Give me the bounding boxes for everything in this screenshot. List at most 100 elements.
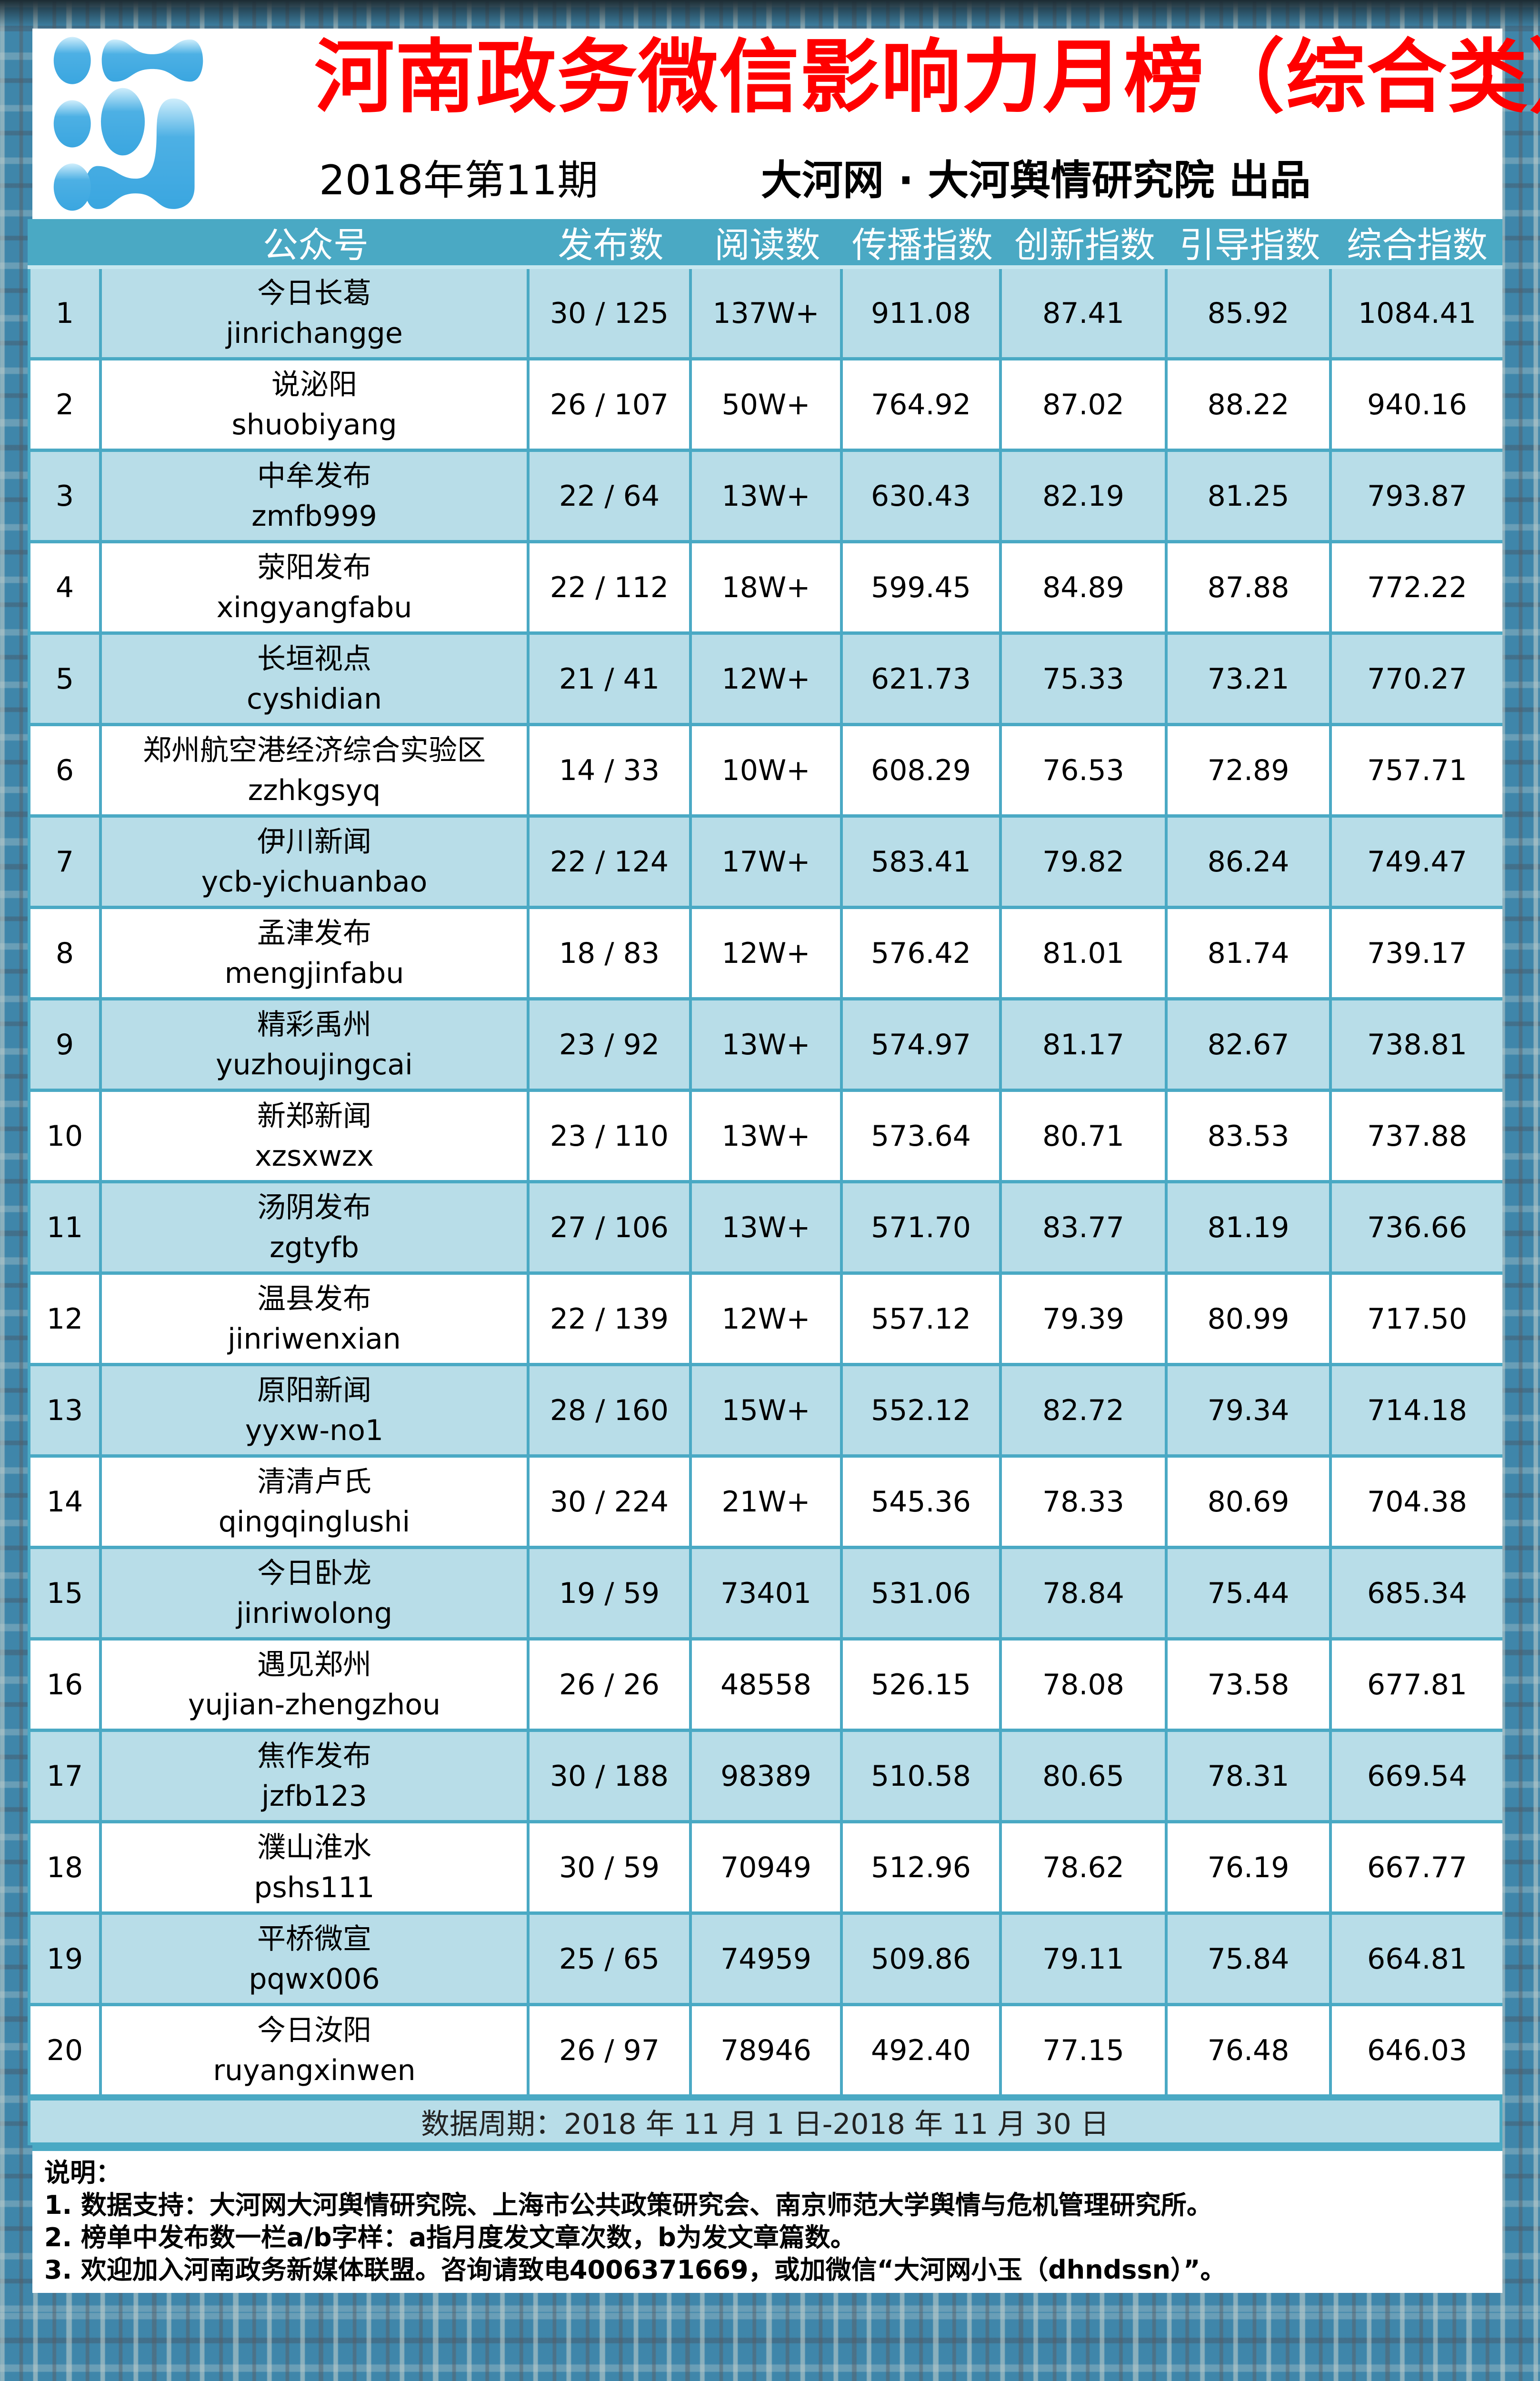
spread-index-cell: 573.64 xyxy=(843,1092,1002,1180)
guidance-index-cell: 81.19 xyxy=(1168,1183,1332,1271)
account-cell: 平桥微宣 pqwx006 xyxy=(102,1915,530,2003)
posts-cell: 30 / 59 xyxy=(530,1823,692,1911)
total-index-cell: 770.27 xyxy=(1367,662,1467,696)
account-name: 说泌阳 xyxy=(271,368,357,401)
rank-cell: 1 xyxy=(28,269,102,357)
posts-cell: 22 / 112 xyxy=(530,543,692,631)
spread-index-cell: 571.70 xyxy=(843,1183,1002,1271)
innovation-index-cell: 75.33 xyxy=(1002,635,1168,723)
column-header-posts: 发布数 xyxy=(558,225,664,266)
total-index-cell: 749.47 xyxy=(1367,845,1467,879)
innovation-index-cell: 79.39 xyxy=(1002,1275,1168,1363)
posts-cell: 22 / 124 xyxy=(530,818,692,906)
column-header-innovation: 创新指数 xyxy=(1014,225,1155,266)
account-id: xingyangfabu xyxy=(216,590,412,624)
account-name: 荥阳发布 xyxy=(257,550,371,584)
account-name: 平桥微宣 xyxy=(257,1922,371,1956)
table-header: 公众号 发布数 阅读数 传播指数 创新指数 引导指数 综合指数 xyxy=(28,219,1502,269)
rank-cell: 5 xyxy=(28,635,102,723)
innovation-index-cell: 82.72 xyxy=(1002,1366,1168,1454)
rank-cell: 13 xyxy=(28,1366,102,1454)
account-id: yyxw-no1 xyxy=(245,1413,384,1447)
account-id: jinriwolong xyxy=(236,1596,392,1630)
reads-cell: 13W+ xyxy=(692,1183,843,1271)
account-id: yujian-zhengzhou xyxy=(188,1688,441,1721)
note-item: 2. 榜单中发布数一栏a/b字样：a指月度发文章次数，b为发文章篇数。 xyxy=(44,2222,856,2252)
spread-index-cell: 545.36 xyxy=(843,1458,1002,1546)
account-id: yuzhoujingcai xyxy=(216,1048,413,1081)
column-header-guidance: 引导指数 xyxy=(1179,225,1320,266)
guidance-index-cell: 88.22 xyxy=(1168,360,1332,449)
posts-cell: 28 / 160 xyxy=(530,1366,692,1454)
account-id: mengjinfabu xyxy=(224,956,404,990)
rank-cell: 16 xyxy=(28,1641,102,1729)
reads-cell: 18W+ xyxy=(692,543,843,631)
spread-index-cell: 608.29 xyxy=(843,726,1002,814)
posts-cell: 23 / 110 xyxy=(530,1092,692,1180)
account-name: 孟津发布 xyxy=(257,916,371,950)
column-header-total: 综合指数 xyxy=(1347,225,1488,266)
guidance-index-cell: 73.58 xyxy=(1168,1641,1332,1729)
innovation-index-cell: 78.84 xyxy=(1002,1549,1168,1637)
rank-cell: 17 xyxy=(28,1732,102,1820)
spread-index-cell: 599.45 xyxy=(843,543,1002,631)
table-row: 7 伊川新闻 ycb-yichuanbao 22 / 124 17W+ 583.41 79.… xyxy=(28,818,1502,909)
account-id: pshs111 xyxy=(254,1871,375,1904)
total-index-cell: 940.16 xyxy=(1367,388,1467,421)
table-row: 14 清清卢氏 qingqinglushi 30 / 224 21W+ 545.36 78.… xyxy=(28,1458,1502,1549)
posts-cell: 21 / 41 xyxy=(530,635,692,723)
guidance-index-cell: 76.19 xyxy=(1168,1823,1332,1911)
table-row: 15 今日卧龙 jinriwolong 19 / 59 73401 531.06 78.84… xyxy=(28,1549,1502,1641)
posts-cell: 27 / 106 xyxy=(530,1183,692,1271)
guidance-index-cell: 76.48 xyxy=(1168,2006,1332,2094)
innovation-index-cell: 78.33 xyxy=(1002,1458,1168,1546)
account-cell: 郑州航空港经济综合实验区 zzhkgsyq xyxy=(102,726,530,814)
rank-cell: 18 xyxy=(28,1823,102,1911)
account-cell: 汤阴发布 zgtyfb xyxy=(102,1183,530,1271)
guidance-index-cell: 80.69 xyxy=(1168,1458,1332,1546)
reads-cell: 48558 xyxy=(692,1641,843,1729)
total-index-cell: 677.81 xyxy=(1367,1668,1467,1701)
account-name: 伊川新闻 xyxy=(257,825,371,859)
table-row: 16 遇见郑州 yujian-zhengzhou 26 / 26 48558 526.15… xyxy=(28,1641,1502,1732)
posts-cell: 30 / 224 xyxy=(530,1458,692,1546)
posts-cell: 25 / 65 xyxy=(530,1915,692,2003)
guidance-index-cell: 86.24 xyxy=(1168,818,1332,906)
account-cell: 今日汝阳 ruyangxinwen xyxy=(102,2006,530,2094)
guidance-index-cell: 78.31 xyxy=(1168,1732,1332,1820)
reads-cell: 70949 xyxy=(692,1823,843,1911)
account-name: 中牟发布 xyxy=(257,459,371,493)
reads-cell: 50W+ xyxy=(692,360,843,449)
account-cell: 原阳新闻 yyxw-no1 xyxy=(102,1366,530,1454)
posts-cell: 30 / 188 xyxy=(530,1732,692,1820)
table-row: 18 濮山淮水 pshs111 30 / 59 70949 512.96 78.62 76.1… xyxy=(28,1823,1502,1915)
data-period: 数据周期：2018 年 11 月 1 日-2018 年 11 月 30 日 xyxy=(28,2098,1502,2145)
rank-cell: 12 xyxy=(28,1275,102,1363)
table-row: 2 说泌阳 shuobiyang 26 / 107 50W+ 764.92 87.02 88.… xyxy=(28,360,1502,452)
rank-cell: 11 xyxy=(28,1183,102,1271)
account-cell: 中牟发布 zmfb999 xyxy=(102,452,530,540)
account-cell: 孟津发布 mengjinfabu xyxy=(102,909,530,997)
total-index-cell: 736.66 xyxy=(1367,1211,1467,1244)
account-cell: 焦作发布 jzfb123 xyxy=(102,1732,530,1820)
reads-cell: 13W+ xyxy=(692,1000,843,1089)
account-name: 清清卢氏 xyxy=(257,1465,371,1499)
account-id: zmfb999 xyxy=(251,499,377,533)
total-index-cell: 664.81 xyxy=(1367,1942,1467,1976)
header-panel: 河南政务微信影响力月榜（综合类） 2018年第11期 大河网 · 大河舆情研究院… xyxy=(32,29,1540,219)
account-id: jinriwenxian xyxy=(228,1322,401,1356)
total-index-cell: 704.38 xyxy=(1367,1485,1467,1519)
posts-cell: 23 / 92 xyxy=(530,1000,692,1089)
reads-cell: 73401 xyxy=(692,1549,843,1637)
guidance-index-cell: 81.74 xyxy=(1168,909,1332,997)
posts-cell: 19 / 59 xyxy=(530,1549,692,1637)
rank-cell: 4 xyxy=(28,543,102,631)
account-id: ycb-yichuanbao xyxy=(201,865,428,899)
total-index-cell: 738.81 xyxy=(1367,1028,1467,1061)
posts-cell: 30 / 125 xyxy=(530,269,692,357)
table-row: 13 原阳新闻 yyxw-no1 28 / 160 15W+ 552.12 82.72 79.… xyxy=(28,1366,1502,1458)
spread-index-cell: 911.08 xyxy=(843,269,1002,357)
spread-index-cell: 583.41 xyxy=(843,818,1002,906)
blue-droplet-logo xyxy=(53,37,203,211)
note-item: 1. 数据支持：大河网大河舆情研究院、上海市公共政策研究会、南京师范大学舆情与危… xyxy=(44,2190,1212,2220)
